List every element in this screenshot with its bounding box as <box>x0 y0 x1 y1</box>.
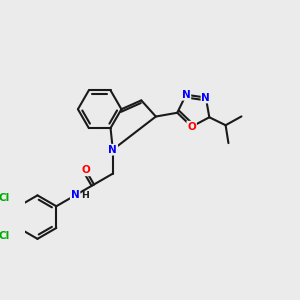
Text: O: O <box>82 165 90 176</box>
Text: N: N <box>182 90 190 100</box>
Text: N: N <box>108 145 117 155</box>
Text: N: N <box>71 190 80 200</box>
Text: Cl: Cl <box>0 231 10 241</box>
Text: Cl: Cl <box>0 193 10 203</box>
Text: N: N <box>202 93 210 103</box>
Text: O: O <box>187 122 196 132</box>
Text: H: H <box>82 191 89 200</box>
